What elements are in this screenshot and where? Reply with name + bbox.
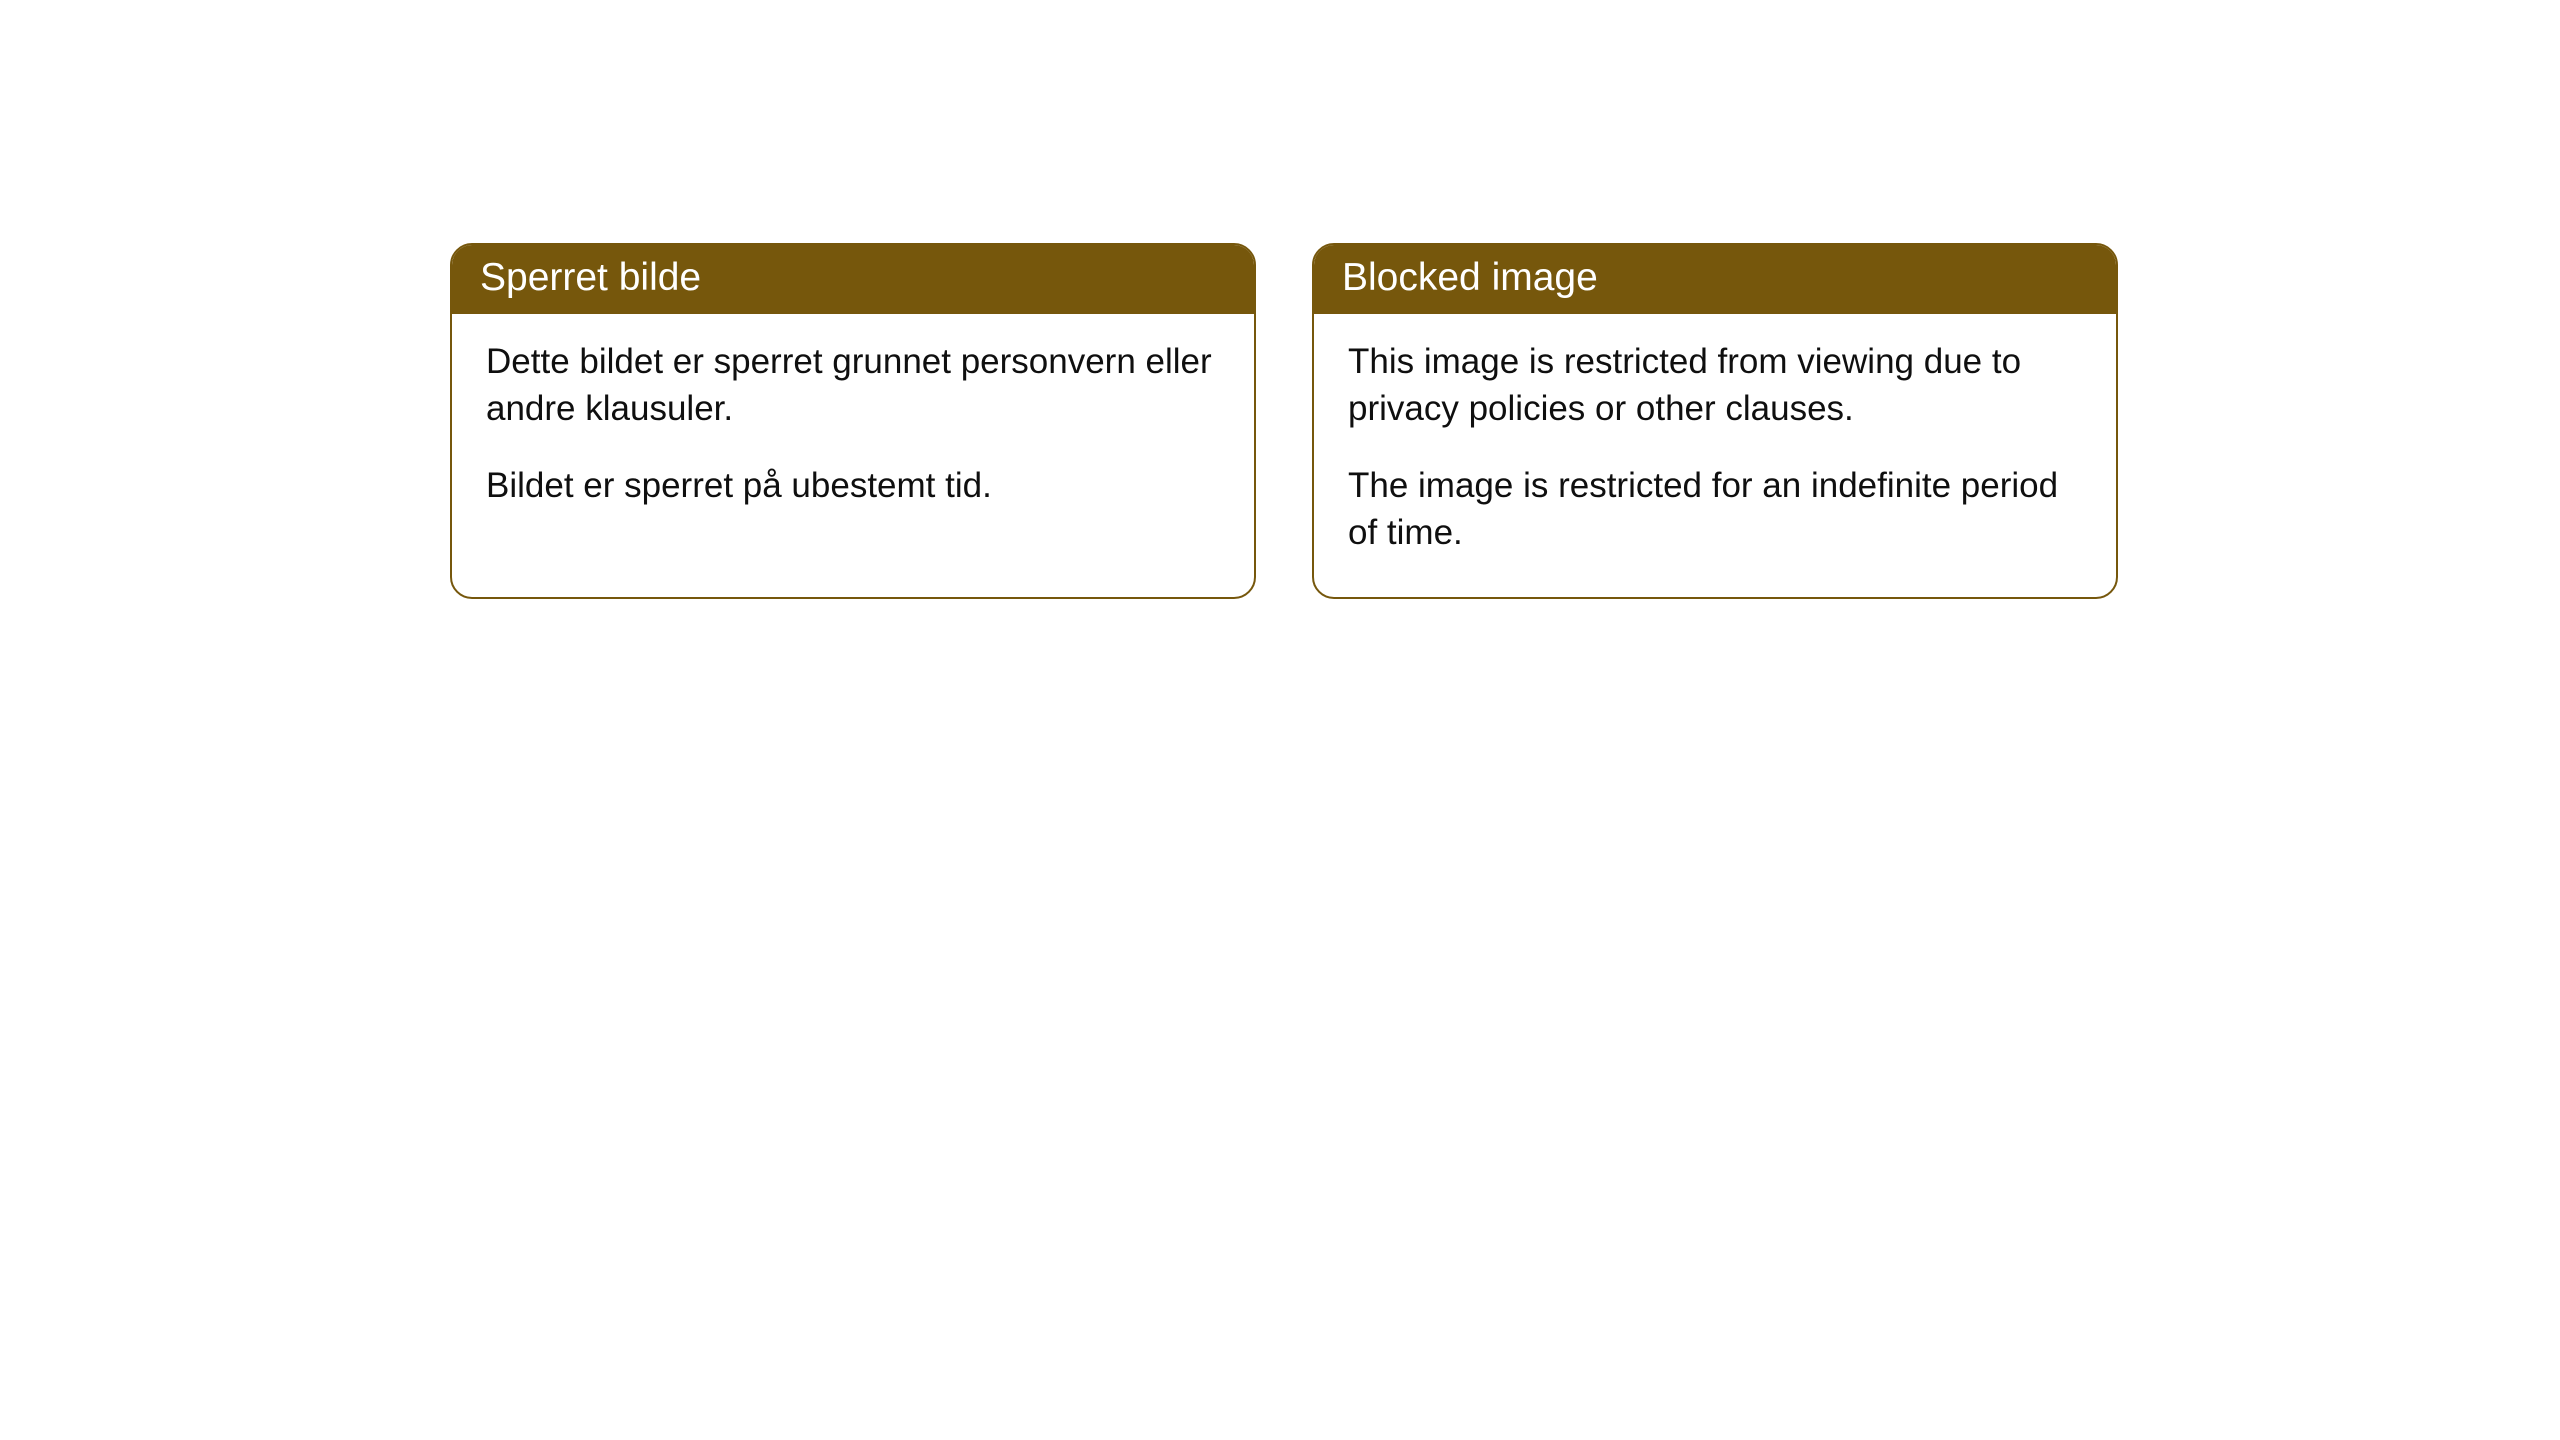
card-paragraph: The image is restricted for an indefinit… [1348, 462, 2082, 557]
card-body: Dette bildet er sperret grunnet personve… [452, 314, 1254, 550]
card-paragraph: Bildet er sperret på ubestemt tid. [486, 462, 1220, 509]
card-paragraph: Dette bildet er sperret grunnet personve… [486, 338, 1220, 433]
card-header: Sperret bilde [452, 245, 1254, 314]
card-header: Blocked image [1314, 245, 2116, 314]
card-title: Sperret bilde [480, 256, 701, 299]
notice-card-english: Blocked image This image is restricted f… [1312, 243, 2118, 599]
card-body: This image is restricted from viewing du… [1314, 314, 2116, 597]
card-paragraph: This image is restricted from viewing du… [1348, 338, 2082, 433]
notice-card-norwegian: Sperret bilde Dette bildet er sperret gr… [450, 243, 1256, 599]
notice-container: Sperret bilde Dette bildet er sperret gr… [450, 243, 2118, 599]
card-title: Blocked image [1342, 256, 1598, 299]
